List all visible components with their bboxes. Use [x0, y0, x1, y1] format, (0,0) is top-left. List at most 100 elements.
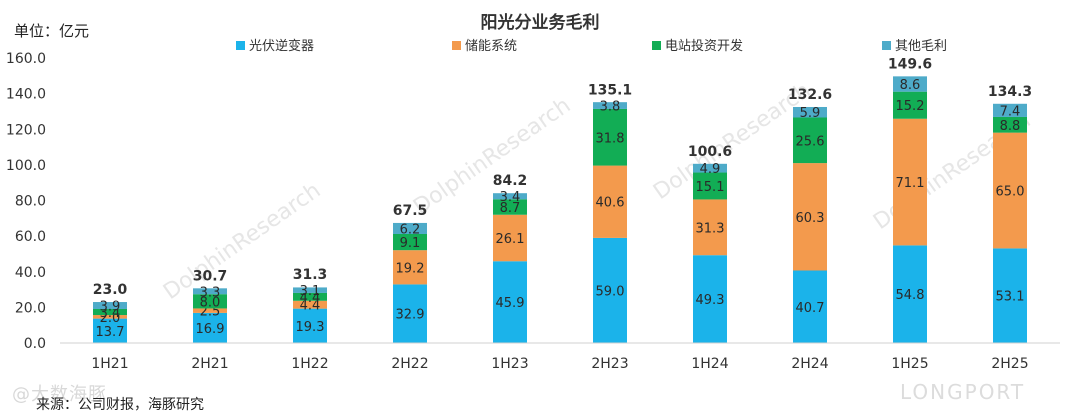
bar-2H21-series-2 — [193, 294, 227, 309]
data-label-1H24-series-3: 4.9 — [700, 162, 721, 177]
x-tick-label-4: 1H23 — [491, 356, 528, 372]
source-note: 来源：公司财报，海豚研究 — [36, 397, 204, 413]
bar-stack-2H24: 40.7 60.3 25.6 5.9 132.6 — [788, 87, 832, 343]
bar-1H21-series-2 — [93, 308, 127, 316]
bar-stack-1H22: 19.3 4.44.43.131.3 — [293, 267, 328, 343]
bar-2H23-series-2 — [593, 108, 627, 166]
y-tick-label-7: 140.0 — [6, 87, 46, 103]
bar-2H25-series-0 — [993, 248, 1027, 343]
bar-2H21-series-1 — [193, 308, 227, 313]
y-tick-label-1: 20.0 — [15, 300, 46, 316]
x-tick-label-8: 1H25 — [891, 356, 928, 372]
data-label-1H22-series-0: 19.3 — [296, 320, 325, 335]
legend-label-1: 储能系统 — [465, 39, 517, 54]
bar-2H22-series-3 — [393, 222, 427, 234]
bar-1H21-series-1 — [93, 315, 127, 319]
legend-label-2: 电站投资开发 — [665, 38, 743, 54]
total-label-1H22: 31.3 — [293, 267, 328, 283]
y-tick-label-2: 40.0 — [15, 265, 46, 281]
x-tick-label-5: 2H23 — [591, 356, 628, 372]
bar-1H24-series-0 — [693, 255, 727, 343]
data-label-2H22-series-0: 32.9 — [396, 308, 425, 323]
bar-2H22-series-1 — [393, 250, 427, 285]
total-label-2H21: 30.7 — [193, 268, 228, 284]
data-label-1H25-series-3: 8.6 — [900, 78, 921, 93]
legend-swatch-2 — [652, 41, 661, 50]
bar-1H22-series-1 — [293, 300, 327, 309]
data-label-1H21-series-0: 13.7 — [96, 325, 125, 340]
bar-2H23-series-0 — [593, 237, 627, 343]
data-label-2H21-series-3: 3.3 — [200, 285, 221, 300]
bar-2H24-series-1 — [793, 163, 827, 271]
legend-swatch-3 — [882, 41, 891, 50]
data-label-2H24-series-0: 40.7 — [796, 301, 825, 316]
bar-1H23-series-0 — [493, 261, 527, 343]
data-label-1H25-series-2: 15.2 — [896, 99, 925, 114]
bar-1H25-series-0 — [893, 245, 927, 343]
bar-1H22-series-0 — [293, 308, 327, 343]
legend: 光伏逆变器 储能系统 电站投资开发 其他毛利 — [236, 38, 947, 54]
chart-title: 阳光分业务毛利 — [481, 12, 600, 33]
total-label-1H25: 149.6 — [888, 57, 932, 73]
bar-1H24-series-1 — [693, 199, 727, 256]
unit-label: 单位：亿元 — [14, 22, 90, 40]
bar-1H22-series-3 — [293, 287, 327, 293]
data-label-1H25-series-1: 71.1 — [896, 176, 925, 191]
bars: 13.72.03.43.923.016.92.58.03.330.719.34.… — [93, 57, 1032, 343]
bar-stack-1H21: 13.72.03.43.923.0 — [93, 282, 128, 343]
bar-2H23-series-3 — [593, 102, 627, 109]
total-label-1H23: 84.2 — [493, 173, 528, 189]
bar-2H25-series-3 — [993, 103, 1027, 117]
data-label-1H22-series-2: 4.4 — [300, 291, 321, 306]
bar-stack-2H21: 16.92.58.03.330.7 — [193, 268, 228, 343]
x-tick-label-2: 1H22 — [291, 356, 328, 372]
bar-2H23-series-1 — [593, 165, 627, 238]
y-tick-label-6: 120.0 — [6, 122, 46, 138]
bar-2H24-series-3 — [793, 106, 827, 118]
bar-1H25-series-1 — [893, 118, 927, 246]
y-tick-label-3: 60.0 — [15, 229, 46, 245]
bar-2H22-series-0 — [393, 284, 427, 343]
legend-label-3: 其他毛利 — [895, 39, 947, 54]
total-label-1H21: 23.0 — [93, 282, 128, 298]
watermark-right: LONGPORT — [900, 380, 1026, 404]
x-tick-label-3: 2H22 — [391, 356, 428, 372]
data-label-1H23-series-0: 45.9 — [496, 296, 525, 311]
data-label-2H24-series-3: 5.9 — [800, 106, 821, 121]
data-label-1H23-series-2: 8.7 — [500, 201, 521, 216]
data-label-2H25-series-1: 65.0 — [996, 185, 1025, 200]
data-label-1H22-series-1: 4.4 — [300, 299, 321, 314]
y-tick-label-5: 100.0 — [6, 158, 46, 174]
bar-1H25-series-2 — [893, 91, 927, 119]
data-label-2H22-series-1: 19.2 — [396, 261, 425, 276]
data-label-2H21-series-0: 16.9 — [196, 322, 225, 337]
total-label-1H24: 100.6 — [688, 144, 732, 160]
bar-1H23-series-1 — [493, 214, 527, 262]
y-tick-label-4: 80.0 — [15, 194, 46, 210]
bar-2H22-series-2 — [393, 233, 427, 251]
data-label-1H21-series-3: 3.9 — [100, 300, 121, 315]
data-label-2H21-series-2: 8.0 — [200, 295, 221, 310]
data-label-2H23-series-0: 59.0 — [596, 284, 625, 299]
data-label-1H22-series-3: 3.1 — [300, 284, 321, 299]
x-tick-label-1: 2H21 — [191, 356, 228, 372]
bar-1H23-series-2 — [493, 199, 527, 215]
total-label-2H25: 134.3 — [988, 84, 1032, 100]
data-label-2H23-series-2: 31.8 — [596, 131, 625, 146]
bar-1H24-series-3 — [693, 163, 727, 173]
data-label-2H25-series-0: 53.1 — [996, 290, 1025, 305]
data-label-1H24-series-0: 49.3 — [696, 293, 725, 308]
bar-stack-2H22: 32.9 19.2 9.16.2 67.5 — [393, 203, 427, 343]
bar-2H21-series-0 — [193, 312, 227, 343]
bar-stack-1H24: 49.3 31.3 15.1 4.9 100.6 — [688, 144, 732, 343]
data-label-2H22-series-3: 6.2 — [400, 222, 421, 237]
data-label-1H21-series-2: 3.4 — [100, 306, 121, 321]
data-label-2H24-series-2: 25.6 — [796, 134, 825, 149]
y-axis: 0.0 20.0 40.0 60.0 80.0 100.0 120.0 140.0 160.0 — [6, 51, 46, 352]
watermark-text-1: DolphinResearch — [409, 93, 575, 220]
data-label-1H24-series-1: 31.3 — [696, 221, 725, 236]
data-label-2H23-series-1: 40.6 — [596, 196, 625, 211]
bar-2H24-series-2 — [793, 117, 827, 164]
y-tick-label-0: 0.0 — [24, 336, 46, 352]
